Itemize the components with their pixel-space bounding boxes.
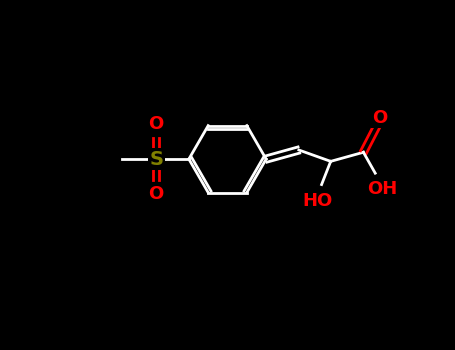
Text: O: O xyxy=(372,109,387,127)
Text: OH: OH xyxy=(367,180,398,198)
Text: O: O xyxy=(148,115,164,133)
Text: HO: HO xyxy=(302,192,332,210)
Text: S: S xyxy=(149,149,163,169)
Text: O: O xyxy=(148,185,164,203)
